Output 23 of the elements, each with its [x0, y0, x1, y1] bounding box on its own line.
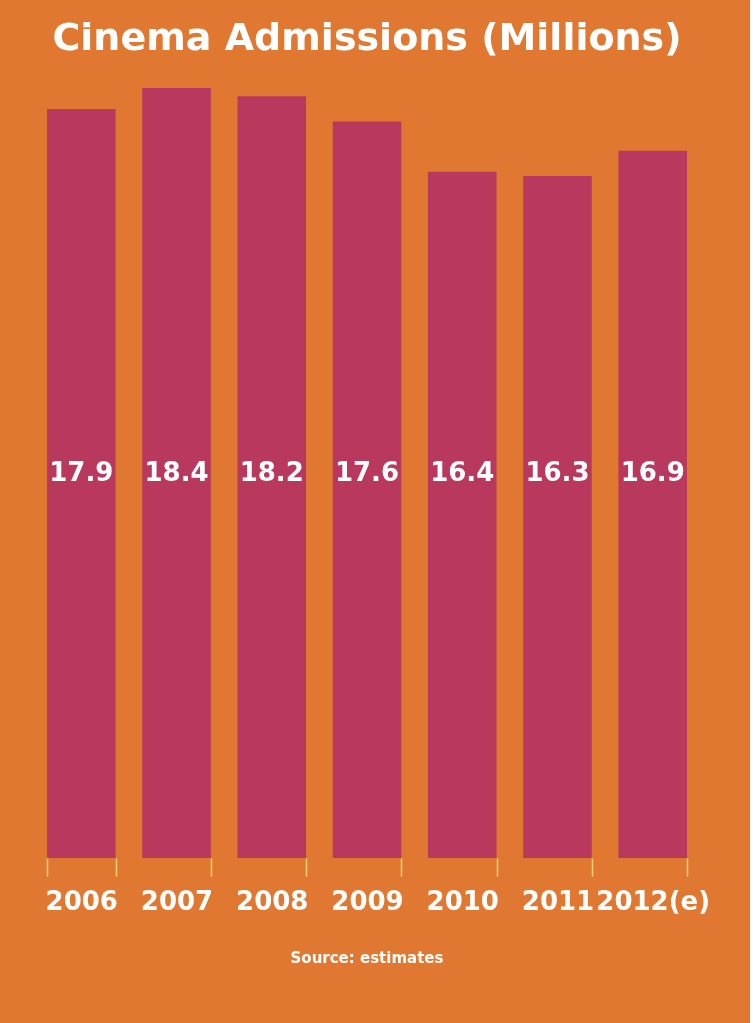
bar — [427, 171, 497, 858]
data-label: 16.9 — [620, 457, 685, 487]
x-tick-label: 2009 — [331, 885, 404, 916]
source-note: Source: estimates — [290, 949, 444, 967]
data-label: 17.9 — [49, 457, 114, 487]
x-tick-label: 2007 — [140, 885, 214, 916]
chart-title: Cinema Admissions (Millions) — [52, 15, 682, 59]
data-label: 17.6 — [334, 457, 400, 487]
bar — [618, 150, 687, 858]
bar — [332, 121, 402, 858]
data-label: 16.4 — [430, 457, 495, 487]
x-tick-label: 2010 — [426, 885, 499, 916]
x-tick-label: 2008 — [236, 885, 309, 916]
x-tick-label: 2006 — [45, 885, 118, 916]
bar — [142, 88, 211, 858]
x-tick-label: 2011 — [521, 885, 595, 916]
bar — [523, 175, 592, 858]
x-tick-label: 2012(e) — [596, 885, 711, 916]
bar — [47, 108, 116, 858]
data-label: 16.3 — [525, 457, 590, 487]
bar — [237, 96, 307, 858]
data-label: 18.4 — [144, 457, 209, 487]
data-label: 18.2 — [239, 457, 304, 487]
